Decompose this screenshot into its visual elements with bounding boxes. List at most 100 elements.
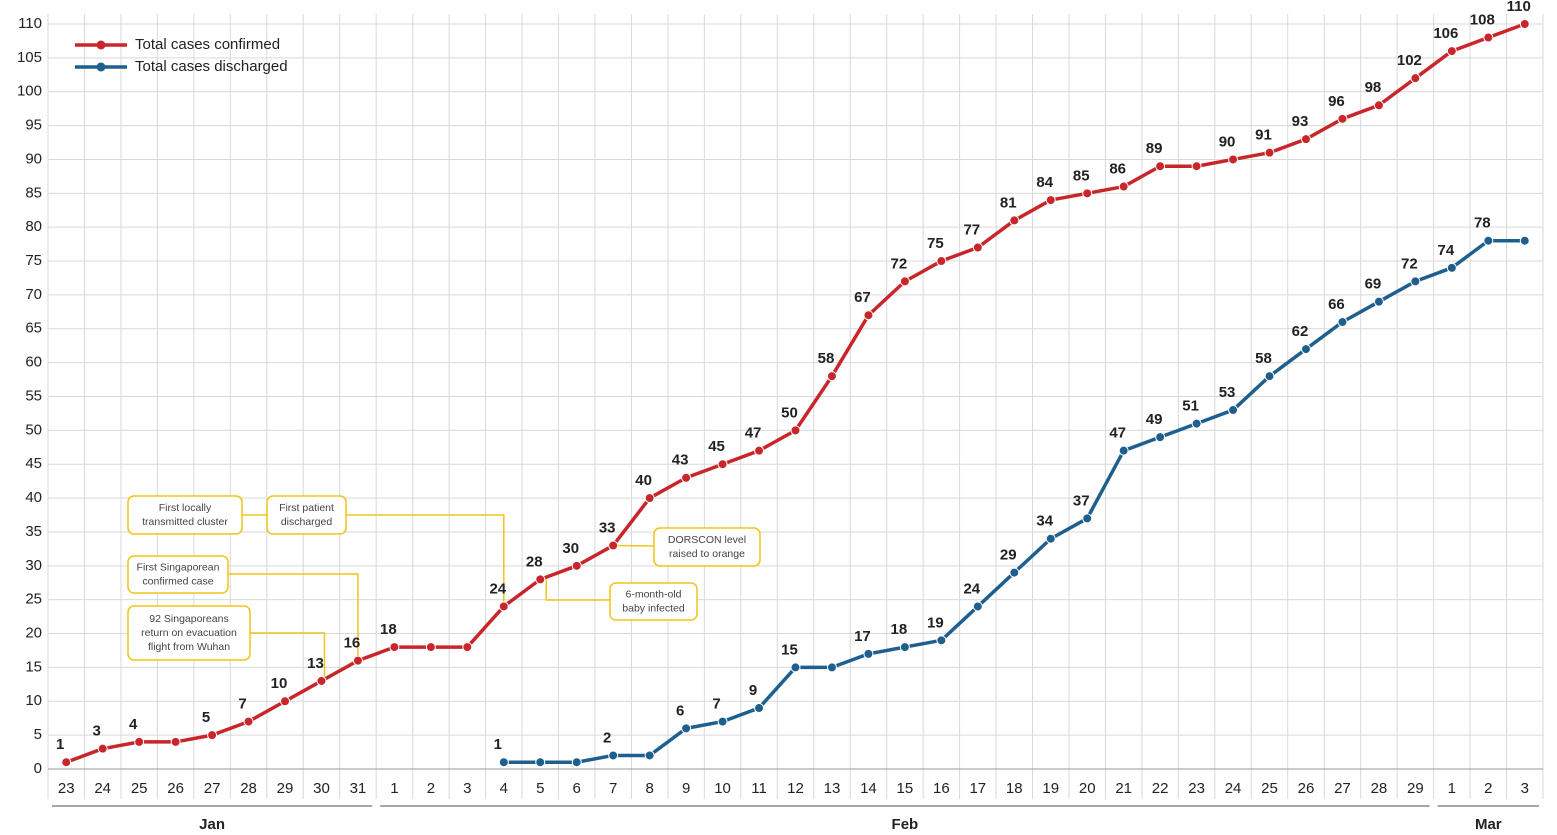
annotation-text: DORSCON level: [668, 534, 746, 546]
x-tick-label: 15: [897, 780, 914, 797]
data-point: [1228, 154, 1239, 165]
data-label: 51: [1182, 398, 1199, 415]
data-label: 3: [93, 723, 101, 740]
data-label: 4: [129, 716, 138, 733]
data-label: 15: [781, 641, 798, 658]
annotation-box: [127, 605, 251, 661]
annotation-box: [127, 555, 229, 594]
data-label: 2: [603, 729, 611, 746]
data-label: 1: [56, 736, 64, 753]
data-point: [1300, 134, 1311, 145]
data-label: 91: [1255, 127, 1272, 144]
y-tick-label: 70: [25, 286, 42, 303]
annotation-connector: [250, 632, 326, 681]
data-point: [1045, 533, 1056, 544]
data-point: [1446, 46, 1457, 57]
x-tick-label: 14: [860, 780, 877, 797]
data-point: [1082, 513, 1093, 524]
data-point: [717, 716, 728, 727]
x-tick-label: 19: [1042, 780, 1059, 797]
y-tick-label: 100: [17, 83, 42, 100]
x-tick-label: 9: [682, 780, 690, 797]
y-tick-label: 55: [25, 387, 42, 404]
x-tick-label: 22: [1152, 780, 1169, 797]
data-point: [462, 642, 473, 653]
annotation-text: raised to orange: [669, 548, 745, 560]
x-tick-label: 10: [714, 780, 731, 797]
y-tick-label: 5: [34, 726, 42, 743]
data-label: 47: [745, 425, 762, 442]
data-label: 5: [202, 709, 210, 726]
data-label: 110: [1507, 0, 1531, 15]
data-point: [1228, 405, 1239, 416]
legend-label: Total cases discharged: [135, 58, 288, 75]
data-label: 29: [1000, 547, 1017, 564]
data-label: 86: [1109, 161, 1126, 178]
x-tick-label: 13: [824, 780, 841, 797]
data-label: 66: [1328, 296, 1345, 313]
annotation-connector: [228, 573, 359, 661]
data-point: [1483, 235, 1494, 246]
annotation-connector: [346, 514, 505, 607]
data-point: [1373, 100, 1384, 111]
data-point: [61, 757, 72, 768]
y-tick-label: 80: [25, 218, 42, 235]
data-point: [1519, 235, 1530, 246]
data-label: 77: [963, 221, 980, 238]
data-point: [681, 472, 692, 483]
y-tick-label: 105: [17, 49, 42, 66]
annotation-text: First patient: [279, 502, 334, 514]
x-tick-label: 29: [277, 780, 294, 797]
data-point: [936, 256, 947, 267]
data-point: [243, 716, 254, 727]
legend-marker: [96, 62, 106, 72]
data-point: [535, 574, 546, 585]
data-point: [1118, 445, 1129, 456]
data-point: [790, 662, 801, 673]
data-label: 40: [635, 472, 652, 489]
data-label: 43: [672, 452, 689, 469]
data-label: 45: [708, 438, 725, 455]
data-label: 81: [1000, 194, 1017, 211]
x-tick-label: 6: [573, 780, 581, 797]
x-tick-label: 25: [131, 780, 148, 797]
y-tick-label: 95: [25, 117, 42, 134]
data-point: [1264, 371, 1275, 382]
data-label: 69: [1365, 276, 1382, 293]
legend-label: Total cases confirmed: [135, 36, 280, 53]
data-label: 18: [380, 621, 397, 638]
y-tick-label: 65: [25, 320, 42, 337]
x-tick-label: 12: [787, 780, 804, 797]
data-point: [717, 459, 728, 470]
data-label: 72: [1401, 255, 1418, 272]
data-point: [1009, 567, 1020, 578]
data-label: 7: [238, 696, 246, 713]
x-tick-label: 26: [1298, 780, 1315, 797]
data-label: 47: [1109, 425, 1126, 442]
x-tick-label: 4: [500, 780, 508, 797]
data-label: 19: [927, 614, 944, 631]
data-point: [972, 242, 983, 253]
data-point: [1009, 215, 1020, 226]
data-point: [352, 655, 363, 666]
data-point: [1264, 147, 1275, 158]
x-tick-label: 8: [645, 780, 653, 797]
data-label: 7: [712, 696, 720, 713]
data-point: [936, 635, 947, 646]
x-tick-label: 23: [1188, 780, 1205, 797]
data-label: 108: [1470, 12, 1495, 29]
x-tick-label: 31: [350, 780, 367, 797]
y-tick-label: 45: [25, 455, 42, 472]
x-tick-label: 5: [536, 780, 544, 797]
y-tick-label: 85: [25, 184, 42, 201]
data-label: 58: [818, 350, 835, 367]
data-point: [681, 723, 692, 734]
data-point: [1337, 113, 1348, 124]
annotation-connector: [545, 579, 610, 601]
data-label: 53: [1219, 384, 1236, 401]
data-label: 33: [599, 519, 616, 536]
data-label: 74: [1437, 242, 1454, 259]
x-tick-label: 25: [1261, 780, 1278, 797]
data-label: 93: [1292, 113, 1309, 130]
legend-marker: [96, 40, 106, 50]
